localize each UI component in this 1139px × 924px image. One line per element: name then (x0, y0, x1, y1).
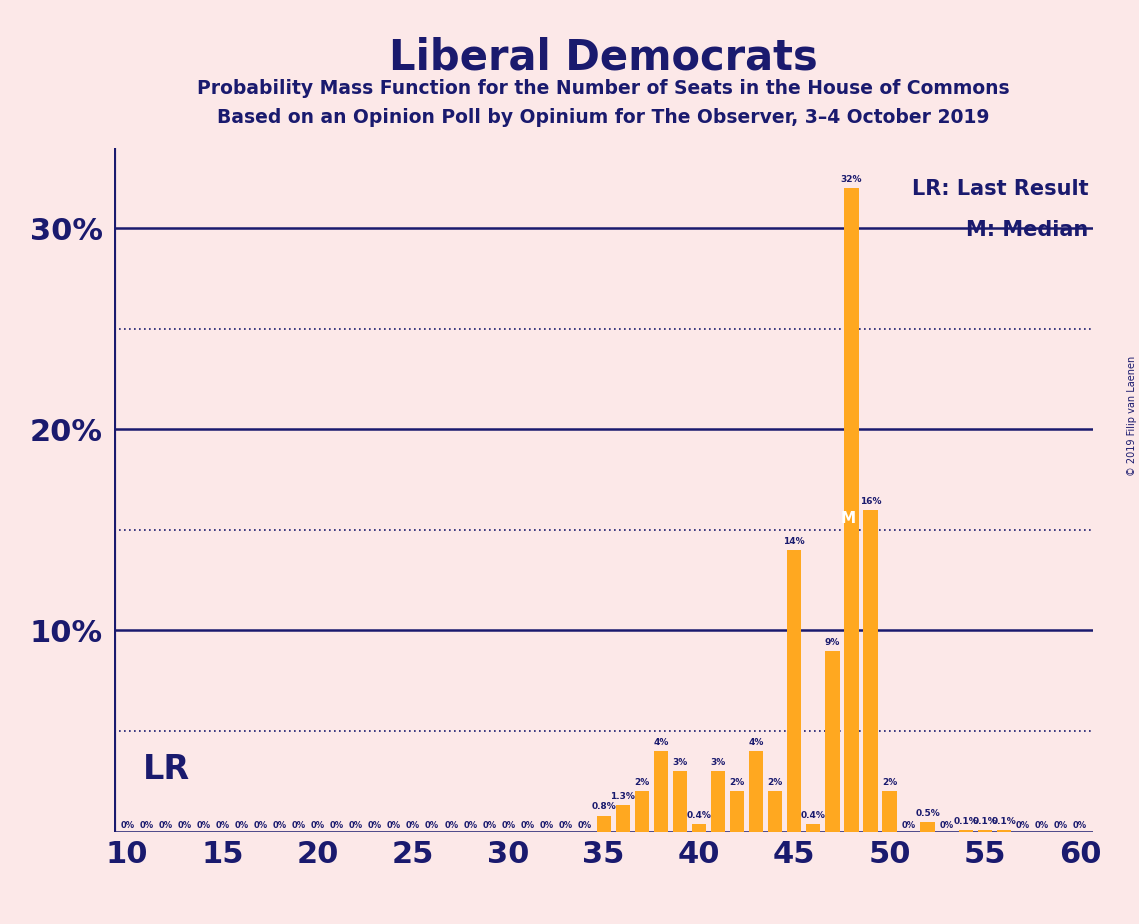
Text: 9%: 9% (825, 638, 841, 647)
Text: 0%: 0% (254, 821, 268, 830)
Text: 0%: 0% (121, 821, 134, 830)
Text: 0.8%: 0.8% (591, 802, 616, 811)
Bar (654, 751, 667, 832)
Bar (749, 751, 763, 832)
Text: 0%: 0% (444, 821, 458, 830)
Bar (730, 791, 744, 832)
Text: 0%: 0% (178, 821, 191, 830)
Bar (997, 830, 1011, 832)
Text: 0%: 0% (139, 821, 154, 830)
Text: 0%: 0% (349, 821, 363, 830)
Text: 0.5%: 0.5% (916, 808, 940, 818)
Text: LR: LR (142, 753, 189, 785)
Text: 3%: 3% (672, 759, 688, 767)
Text: LR: Last Result: LR: Last Result (912, 178, 1089, 199)
Text: 0%: 0% (196, 821, 211, 830)
Text: 0%: 0% (558, 821, 573, 830)
Text: 0.4%: 0.4% (687, 810, 712, 820)
Bar (691, 823, 706, 832)
Text: 0%: 0% (1035, 821, 1049, 830)
Text: 0%: 0% (311, 821, 325, 830)
Text: 2%: 2% (634, 778, 649, 787)
Text: Based on an Opinion Poll by Opinium for The Observer, 3–4 October 2019: Based on an Opinion Poll by Opinium for … (218, 108, 990, 128)
Text: M: Median: M: Median (966, 220, 1089, 239)
Text: Liberal Democrats: Liberal Democrats (390, 37, 818, 79)
Text: M: M (841, 511, 857, 526)
Text: 0%: 0% (1016, 821, 1030, 830)
Bar (634, 791, 649, 832)
Text: 2%: 2% (882, 778, 898, 787)
Text: 0%: 0% (292, 821, 305, 830)
Text: 0%: 0% (368, 821, 382, 830)
Text: 0%: 0% (158, 821, 172, 830)
Text: 0%: 0% (387, 821, 401, 830)
Bar (826, 650, 839, 832)
Text: 3%: 3% (711, 759, 726, 767)
Text: 2%: 2% (729, 778, 745, 787)
Text: 0%: 0% (540, 821, 554, 830)
Bar (673, 772, 687, 832)
Bar (711, 772, 726, 832)
Text: 4%: 4% (653, 738, 669, 748)
Text: 0%: 0% (940, 821, 953, 830)
Bar (597, 816, 611, 832)
Text: 0%: 0% (1073, 821, 1087, 830)
Text: 0.1%: 0.1% (991, 817, 1016, 825)
Text: 2%: 2% (768, 778, 782, 787)
Text: 0%: 0% (521, 821, 534, 830)
Text: 0%: 0% (482, 821, 497, 830)
Bar (863, 510, 878, 832)
Bar (615, 806, 630, 832)
Text: 0%: 0% (235, 821, 248, 830)
Text: 0%: 0% (405, 821, 420, 830)
Text: 0%: 0% (215, 821, 230, 830)
Text: 32%: 32% (841, 175, 862, 184)
Bar (977, 830, 992, 832)
Bar (844, 188, 859, 832)
Text: 0%: 0% (464, 821, 477, 830)
Text: 1.3%: 1.3% (611, 793, 636, 801)
Text: 0.4%: 0.4% (801, 810, 826, 820)
Text: 0%: 0% (330, 821, 344, 830)
Text: 0%: 0% (902, 821, 916, 830)
Text: Probability Mass Function for the Number of Seats in the House of Commons: Probability Mass Function for the Number… (197, 79, 1010, 98)
Text: 4%: 4% (748, 738, 764, 748)
Bar (768, 791, 782, 832)
Text: 0.1%: 0.1% (953, 817, 978, 825)
Bar (920, 821, 935, 832)
Bar (806, 823, 820, 832)
Text: 0%: 0% (577, 821, 591, 830)
Bar (883, 791, 896, 832)
Text: 0.1%: 0.1% (973, 817, 997, 825)
Text: 0%: 0% (425, 821, 440, 830)
Bar (787, 550, 802, 832)
Text: 0%: 0% (1054, 821, 1068, 830)
Text: © 2019 Filip van Laenen: © 2019 Filip van Laenen (1126, 356, 1137, 476)
Text: 16%: 16% (860, 497, 882, 505)
Text: 0%: 0% (501, 821, 516, 830)
Bar (959, 830, 973, 832)
Text: 14%: 14% (784, 537, 805, 546)
Text: 0%: 0% (272, 821, 287, 830)
